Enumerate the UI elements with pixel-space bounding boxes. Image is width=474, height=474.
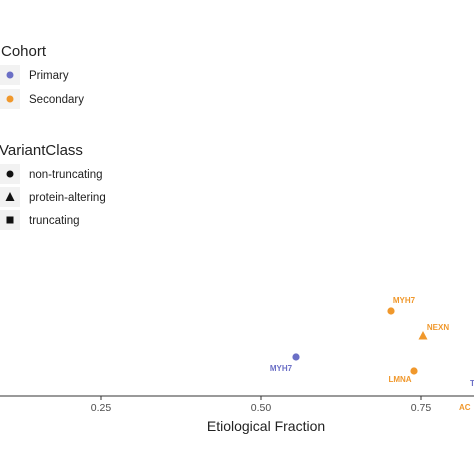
point-label-secondary-myh7: MYH7: [393, 296, 416, 305]
data-points: MYH7 MYH7 NEXN LMNA T AC: [270, 296, 474, 412]
legend-key-protein-altering: [5, 192, 15, 201]
point-secondary-lmna: [410, 367, 418, 375]
x-axis-title: Etiological Fraction: [207, 418, 325, 434]
legend-label-protein-altering: protein-altering: [29, 192, 106, 204]
point-label-secondary-nexn: NEXN: [427, 323, 449, 332]
legend-label-truncating: truncating: [29, 215, 80, 227]
point-secondary-myh7: [387, 307, 395, 315]
point-secondary-nexn: [418, 331, 428, 340]
legend-key-truncating: [6, 216, 14, 224]
legend-label-primary: Primary: [29, 70, 69, 82]
legend-label-non-truncating: non-truncating: [29, 169, 103, 181]
x-tick-label-0.75: 0.75: [411, 402, 432, 414]
point-primary-myh7: [292, 353, 300, 361]
plot-panel-border: [0, 395, 474, 397]
legend: Cohort Primary Secondary VariantClass no…: [0, 43, 106, 230]
point-label-secondary-lmna: LMNA: [388, 375, 411, 384]
legend-title-cohort: Cohort: [1, 43, 47, 60]
legend-key-primary: [6, 71, 14, 79]
point-label-primary-t: T: [470, 379, 474, 388]
point-label-secondary-ac: AC: [459, 403, 471, 412]
legend-key-secondary: [6, 95, 14, 103]
x-axis: 0.25 0.50 0.75 Etiological Fraction: [91, 396, 432, 434]
x-tick-label-0.25: 0.25: [91, 402, 112, 414]
x-tick-label-0.50: 0.50: [251, 402, 272, 414]
legend-key-non-truncating: [6, 170, 14, 178]
legend-label-secondary: Secondary: [29, 94, 84, 106]
legend-title-variantclass: VariantClass: [0, 142, 83, 159]
point-label-primary-myh7: MYH7: [270, 364, 293, 373]
